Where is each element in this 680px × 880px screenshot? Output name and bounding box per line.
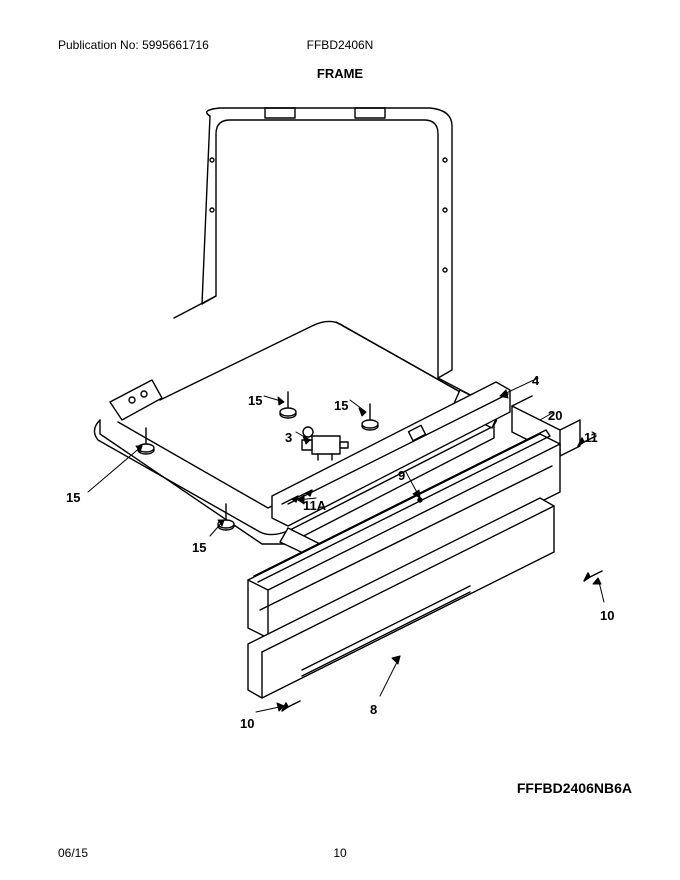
publication-number: Publication No: 5995661716 (58, 38, 209, 52)
callout-9: 9 (398, 468, 405, 483)
publication-label: Publication No: (58, 38, 139, 52)
callout-15: 15 (334, 398, 348, 413)
header: Publication No: 5995661716 FFBD2406N (58, 38, 622, 52)
callout-20: 20 (548, 408, 562, 423)
callout-15: 15 (66, 490, 80, 505)
exploded-diagram (40, 100, 640, 780)
callout-10: 10 (240, 716, 254, 731)
drawing-code: FFFBD2406NB6A (517, 780, 632, 796)
model-number: FFBD2406N (307, 38, 374, 52)
callout-15: 15 (248, 393, 262, 408)
callout-15: 15 (192, 540, 206, 555)
callout-11A: 11A (303, 498, 326, 513)
publication-value: 5995661716 (142, 38, 209, 52)
footer-page: 10 (333, 846, 346, 860)
callout-8: 8 (370, 702, 377, 717)
page-title: FRAME (317, 66, 363, 81)
callout-10: 10 (600, 608, 614, 623)
callout-3: 3 (285, 430, 292, 445)
callout-4: 4 (532, 373, 539, 388)
footer-date: 06/15 (58, 846, 88, 860)
callout-11: 11 (584, 430, 598, 445)
